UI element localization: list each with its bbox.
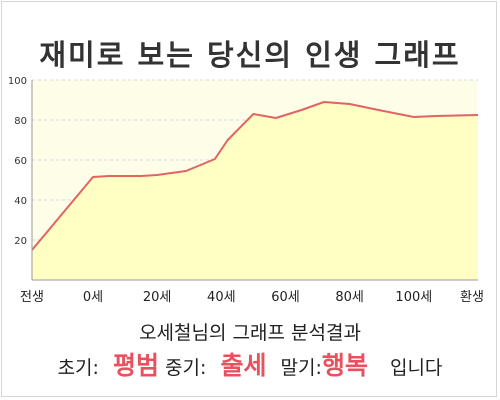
y-tick-label-20: 20 (14, 236, 27, 247)
x-tick-label-0: 전생 (20, 290, 44, 305)
y-tick-label-40: 40 (14, 196, 27, 207)
y-tick-label-60: 60 (14, 156, 27, 167)
x-tick-label-2: 20세 (143, 290, 172, 305)
x-tick-label-3: 40세 (207, 290, 236, 305)
y-tick-label-80: 80 (14, 116, 27, 127)
x-tick-label-6: 100세 (395, 290, 432, 305)
early-value: 평범 (112, 351, 159, 380)
page-title: 재미로 보는 당신의 인생 그래프 (39, 38, 461, 72)
area-fill (32, 102, 478, 280)
life-graph-chart: 20 40 60 80 100 전생 0세 20세 40세 60세 80세 100세 환생 (8, 76, 484, 305)
analysis-result: 초기: 평범 중기: 출세 말기:행복 입니다 (0, 346, 500, 382)
analysis-heading: 오세철님의 그래프 분석결과 (139, 322, 361, 344)
late-value: 행복 (321, 351, 368, 380)
middle-label: 중기: (165, 357, 207, 379)
early-label: 초기: (57, 357, 99, 379)
x-tick-label-5: 80세 (335, 290, 364, 305)
middle-value: 출세 (220, 351, 267, 380)
x-tick-label-4: 60세 (271, 290, 300, 305)
x-tick-label-1: 0세 (83, 290, 103, 305)
late-label: 말기: (280, 357, 322, 379)
x-tick-label-7: 환생 (460, 290, 484, 305)
life-line (31, 101, 479, 251)
result-suffix: 입니다 (389, 357, 443, 379)
y-tick-label-100: 100 (8, 76, 27, 87)
